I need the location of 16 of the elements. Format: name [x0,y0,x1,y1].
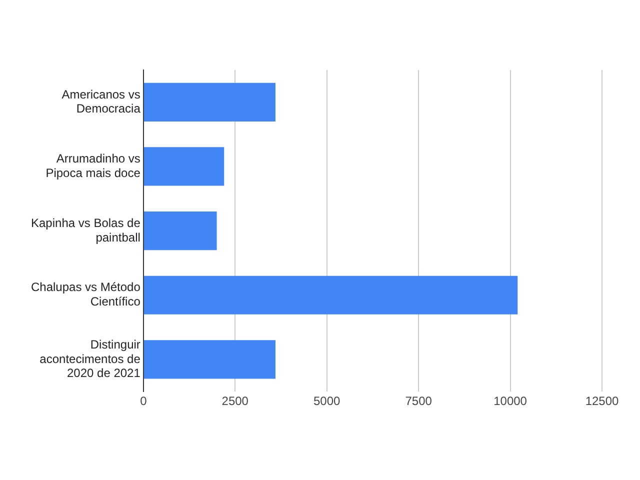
y-tick-label: Kapinha vs Bolas de paintball [31,216,141,244]
y-tick-label: Americanos vs Democracia [62,87,141,116]
bar [144,276,518,314]
x-tick-label: 10000 [494,394,528,408]
bar [144,212,217,250]
bar [144,82,276,122]
y-tick-label: Arrumadinho vs Pipoca mais doce [46,152,141,180]
x-tick-label: 5000 [313,394,341,408]
x-tick-label: 2500 [222,394,249,408]
bar [144,340,276,379]
bar [144,147,224,186]
y-tick-label: Chalupas vs Método Científico [31,280,141,309]
x-tick-label: 0 [140,394,148,408]
x-tick-label: 12500 [585,394,620,408]
x-tick-label: 7500 [405,394,432,408]
y-tick-label: Distinguir acontecimentos de 2020 de 2021 [40,337,141,380]
